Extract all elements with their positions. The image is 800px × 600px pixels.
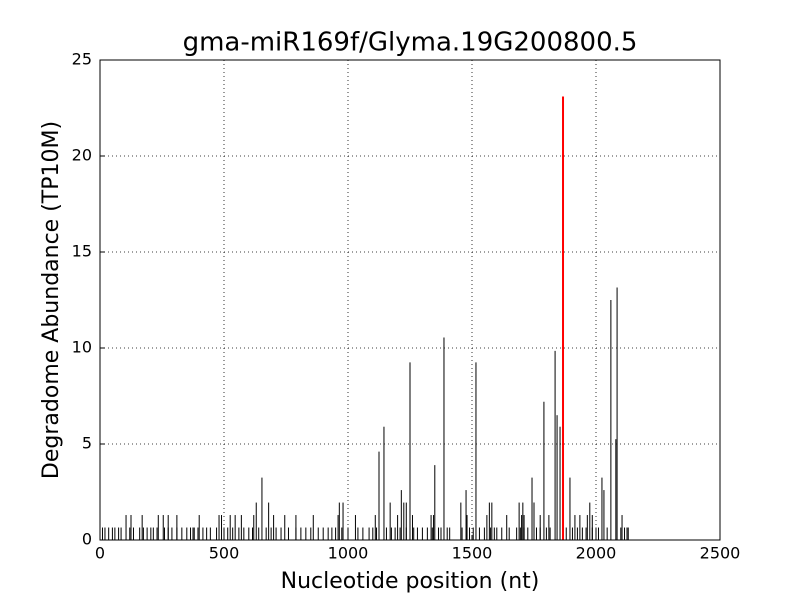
x-axis-label: Nucleotide position (nt) bbox=[281, 569, 540, 594]
y-tick-label: 20 bbox=[72, 146, 92, 165]
y-tick-label: 25 bbox=[72, 50, 92, 69]
chart-title: gma-miR169f/Glyma.19G200800.5 bbox=[183, 28, 638, 58]
y-axis-label: Degradome Abundance (TP10M) bbox=[39, 121, 64, 479]
y-tick-label: 15 bbox=[72, 242, 92, 261]
x-tick-label: 0 bbox=[95, 544, 105, 563]
y-tick-label: 10 bbox=[72, 338, 92, 357]
x-tick-label: 1500 bbox=[452, 544, 493, 563]
x-tick-label: 500 bbox=[209, 544, 240, 563]
x-tick-label: 2000 bbox=[576, 544, 617, 563]
y-tick-label: 0 bbox=[82, 530, 92, 549]
x-tick-label: 2500 bbox=[700, 544, 741, 563]
y-tick-label: 5 bbox=[82, 434, 92, 453]
marks bbox=[101, 96, 629, 540]
x-tick-label: 1000 bbox=[328, 544, 369, 563]
plot-frame bbox=[99, 59, 721, 541]
